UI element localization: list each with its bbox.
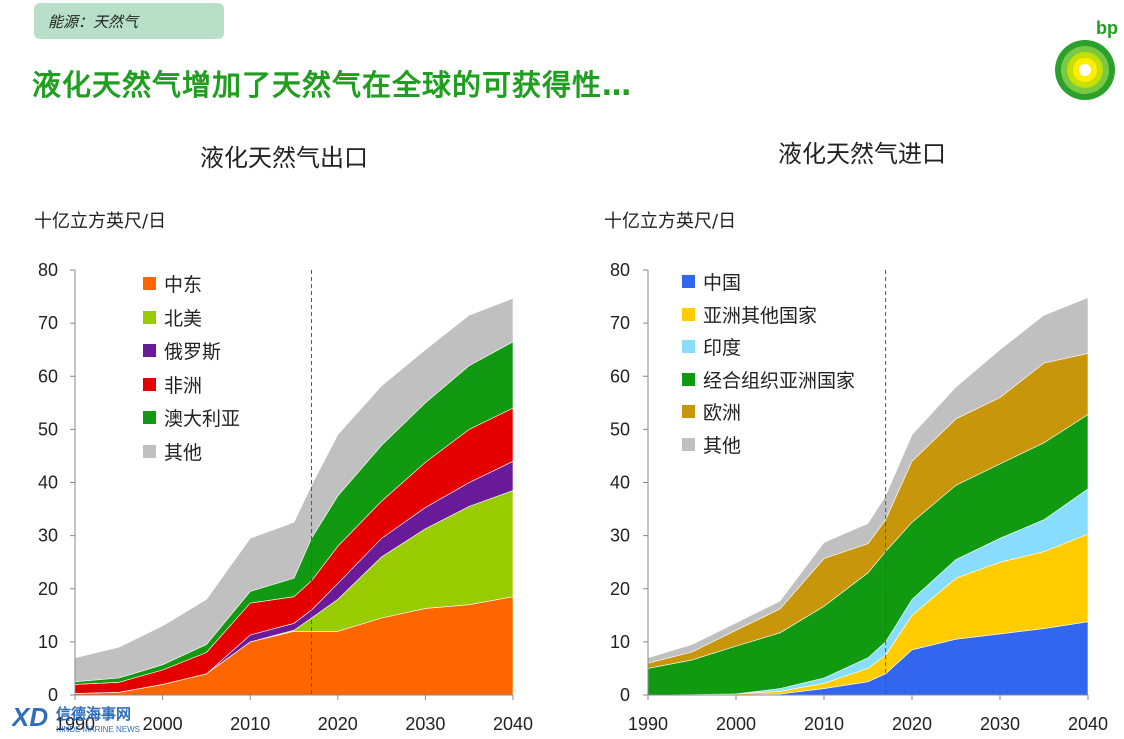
legend-swatch xyxy=(143,377,156,391)
legend-item: 其他 xyxy=(143,438,202,465)
y-tick-label: 80 xyxy=(38,260,58,280)
x-tick-label: 2020 xyxy=(318,714,358,734)
watermark-sub: XINDE MARINE NEWS xyxy=(56,725,140,734)
x-tick-label: 2000 xyxy=(143,714,183,734)
y-tick-label: 60 xyxy=(38,366,58,386)
legend-item: 俄罗斯 xyxy=(143,337,221,364)
legend-swatch xyxy=(143,411,156,425)
y-tick-label: 70 xyxy=(38,313,58,333)
legend-item: 澳大利亚 xyxy=(143,404,240,431)
section-tag-label: 能源：天然气 xyxy=(48,13,139,31)
import-chart-unit: 十亿立方英尺/日 xyxy=(604,211,737,232)
legend-swatch xyxy=(682,405,695,419)
legend-label: 俄罗斯 xyxy=(164,341,222,364)
legend-item: 亚洲其他国家 xyxy=(682,301,817,328)
legend-label: 印度 xyxy=(703,337,742,360)
y-tick-label: 70 xyxy=(610,313,630,333)
legend-label: 欧洲 xyxy=(703,402,742,425)
legend-item: 中东 xyxy=(143,270,202,297)
legend-swatch xyxy=(682,307,695,321)
y-tick-label: 10 xyxy=(38,632,58,652)
legend-label: 非洲 xyxy=(164,374,203,397)
y-tick-label: 40 xyxy=(610,473,630,493)
legend-item: 印度 xyxy=(682,333,741,360)
legend-item: 中国 xyxy=(682,268,741,295)
y-tick-label: 10 xyxy=(610,632,630,652)
legend-label: 亚洲其他国家 xyxy=(703,304,818,327)
legend-item: 经合组织亚洲国家 xyxy=(682,366,855,393)
bp-logo-icon: bp xyxy=(1055,18,1118,100)
legend-label: 其他 xyxy=(703,435,742,457)
y-tick-label: 0 xyxy=(48,685,58,705)
x-tick-label: 2030 xyxy=(405,714,445,734)
x-tick-label: 2000 xyxy=(716,714,756,734)
legend-item: 欧洲 xyxy=(682,398,741,425)
legend-item: 其他 xyxy=(682,431,741,458)
x-tick-label: 2010 xyxy=(230,714,270,734)
brand-text: bp xyxy=(1096,18,1118,38)
legend-label: 其他 xyxy=(164,442,203,464)
legend-swatch xyxy=(143,344,156,358)
x-tick-label: 2040 xyxy=(1068,714,1108,734)
legend-label: 经合组织亚洲国家 xyxy=(703,369,856,392)
legend-label: 北美 xyxy=(164,307,203,330)
export-chart-title: 液化天然气出口 xyxy=(200,144,368,172)
legend-swatch xyxy=(143,310,156,324)
legend-label: 澳大利亚 xyxy=(164,408,241,431)
y-tick-label: 30 xyxy=(610,526,630,546)
legend-swatch xyxy=(682,340,695,354)
area-series-5 xyxy=(647,297,1089,664)
y-tick-label: 50 xyxy=(610,419,630,439)
legend-item: 非洲 xyxy=(143,371,202,398)
x-tick-label: 1990 xyxy=(628,714,668,734)
y-tick-label: 20 xyxy=(610,579,630,599)
export-chart-unit: 十亿立方英尺/日 xyxy=(34,211,167,232)
y-tick-label: 60 xyxy=(610,366,630,386)
y-tick-label: 20 xyxy=(38,579,58,599)
import-chart-title: 液化天然气进口 xyxy=(778,140,946,168)
area-series-5 xyxy=(74,297,514,683)
x-tick-label: 2010 xyxy=(804,714,844,734)
y-tick-label: 50 xyxy=(38,419,58,439)
legend-label: 中国 xyxy=(703,272,742,294)
legend-swatch xyxy=(143,445,156,458)
x-tick-label: 2020 xyxy=(892,714,932,734)
svg-text:XD: XD xyxy=(12,702,48,732)
y-tick-label: 0 xyxy=(620,685,630,705)
legend-swatch xyxy=(143,277,156,290)
legend-swatch xyxy=(682,275,695,288)
headline: 液化天然气增加了天然气在全球的可获得性… xyxy=(32,68,633,102)
y-tick-label: 40 xyxy=(38,473,58,493)
y-tick-label: 80 xyxy=(610,260,630,280)
legend-swatch xyxy=(682,438,695,451)
legend-item: 北美 xyxy=(143,304,202,331)
watermark-logo: XD 信德海事网 XINDE MARINE NEWS xyxy=(12,702,140,734)
y-tick-label: 30 xyxy=(38,526,58,546)
x-tick-label: 2040 xyxy=(493,714,533,734)
x-tick-label: 1990 xyxy=(55,714,95,734)
x-tick-label: 2030 xyxy=(980,714,1020,734)
legend-swatch xyxy=(682,372,695,386)
legend-label: 中东 xyxy=(164,274,203,296)
watermark-text: 信德海事网 xyxy=(56,705,131,723)
section-tag: 能源：天然气 xyxy=(34,3,224,39)
